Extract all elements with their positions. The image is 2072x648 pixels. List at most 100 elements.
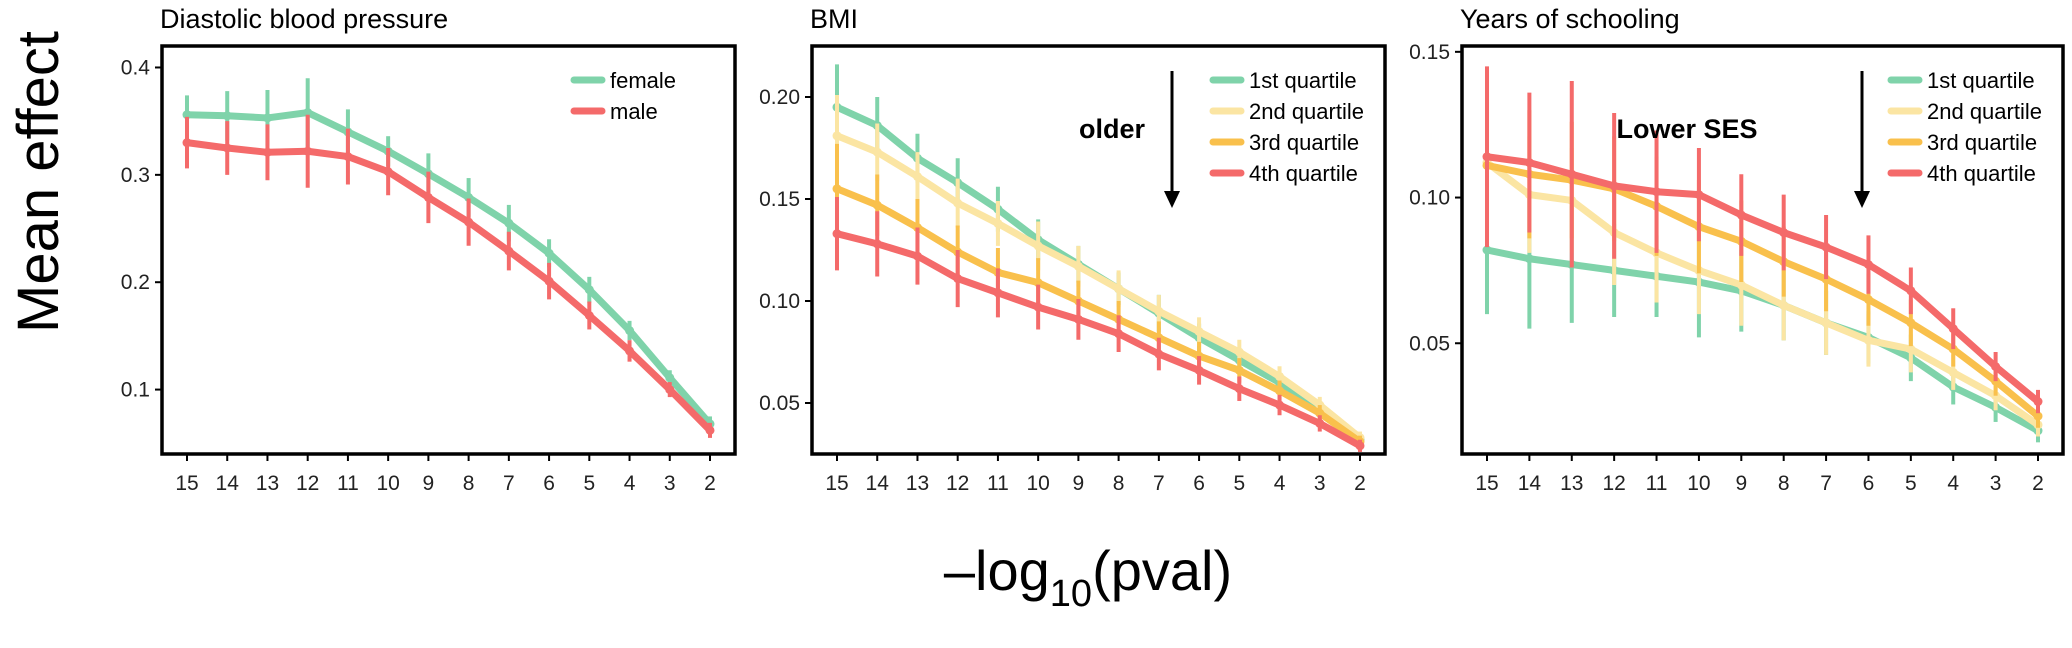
data-point (1355, 441, 1365, 451)
data-point (1194, 327, 1204, 337)
data-point (1073, 314, 1083, 324)
x-tick-label: 13 (1560, 472, 1583, 495)
data-point (1234, 347, 1244, 357)
data-point (584, 285, 594, 295)
x-tick-label: 2 (1354, 472, 1366, 495)
legend-label: 1st quartile (1249, 68, 1357, 93)
data-point (1652, 187, 1662, 197)
figure-xlabel: –log10(pval) (944, 539, 1232, 615)
chart-panel-3: Years of schooling 0.05 0.10 0.15 15 14 13 12 11… (1409, 4, 2065, 495)
x-tick-label: 4 (1947, 472, 1959, 495)
data-point (222, 111, 232, 121)
data-point (182, 110, 192, 120)
series-1 (182, 78, 715, 432)
x-tick-label: 11 (337, 472, 359, 495)
x-tick-label: 10 (1026, 472, 1049, 495)
data-point (625, 346, 635, 356)
data-point (1033, 241, 1043, 251)
data-point (665, 373, 675, 383)
data-point (1863, 295, 1873, 305)
data-point (1234, 365, 1244, 375)
x-tick-label: 5 (1233, 472, 1245, 495)
y-tick-label: 0.1 (121, 379, 150, 402)
x-tick-label: 7 (1153, 472, 1165, 495)
data-point (1275, 400, 1285, 410)
data-point (464, 217, 474, 227)
data-point (1114, 329, 1124, 339)
data-point (1033, 278, 1043, 288)
data-point (993, 218, 1003, 228)
annotation-text: Lower SES (1616, 114, 1757, 144)
x-tick-label: 2 (704, 472, 716, 495)
legend-label: 3rd quartile (1927, 130, 2037, 155)
x-tick-label: 15 (1475, 472, 1498, 495)
xlabel-tail: (pval) (1092, 539, 1232, 602)
y-tick-label: 0.05 (1409, 332, 1450, 355)
series-4 (832, 196, 1365, 452)
data-point (1482, 245, 1492, 255)
x-tick-label: 3 (664, 472, 676, 495)
annotation-arrow-head (1854, 191, 1870, 208)
x-tick-label: 9 (1073, 472, 1085, 495)
y-tick-label: 0.10 (759, 290, 800, 313)
data-point (1073, 261, 1083, 271)
plot-frame (810, 44, 1387, 456)
data-point (832, 184, 842, 194)
data-point (1779, 228, 1789, 238)
data-point (544, 248, 554, 258)
data-point (1779, 300, 1789, 310)
series-line (1483, 159, 2042, 429)
x-tick-label: 12 (296, 472, 319, 495)
x-tick-label: 10 (1687, 472, 1710, 495)
data-point (1567, 169, 1577, 179)
data-point (1948, 324, 1958, 334)
data-point (1736, 210, 1746, 220)
y-tick-label: 0.15 (1409, 41, 1450, 64)
series-line (833, 185, 1364, 446)
x-tick-label: 6 (543, 472, 555, 495)
data-point (953, 198, 963, 208)
data-point (1524, 158, 1534, 168)
plot-frame (160, 44, 737, 456)
x-tick-label: 9 (1735, 472, 1747, 495)
series-2 (182, 114, 715, 438)
x-tick-label: 6 (1863, 472, 1875, 495)
x-tick-label: 11 (1646, 472, 1668, 495)
legend-label: 1st quartile (1927, 68, 2035, 93)
data-point (303, 146, 313, 156)
data-point (665, 385, 675, 395)
x-tick-label: 6 (1193, 472, 1205, 495)
data-point (872, 239, 882, 249)
chart-title: Years of schooling (1460, 4, 1680, 34)
data-point (1863, 260, 1873, 270)
data-point (2033, 397, 2043, 407)
data-point (1694, 190, 1704, 200)
x-tick-label: 14 (216, 472, 240, 495)
x-tick-label: 3 (1990, 472, 2002, 495)
data-point (423, 192, 433, 202)
x-tick-label: 10 (376, 472, 399, 495)
series-3 (1482, 107, 2043, 428)
legend-label: 3rd quartile (1249, 130, 1359, 155)
data-point (343, 152, 353, 162)
series-3 (832, 143, 1365, 448)
data-point (1234, 384, 1244, 394)
data-point (1194, 365, 1204, 375)
y-tick-label: 0.4 (121, 56, 151, 79)
data-point (832, 229, 842, 239)
xlabel-main: –log (944, 539, 1050, 602)
chart-panel-2: BMI 0.05 0.10 0.15 0.20 15 14 13 12 11 10 9 8 7 6 5 4 3 2 o… (759, 4, 1387, 495)
data-point (1482, 152, 1492, 162)
x-tick-label: 15 (825, 472, 848, 495)
data-point (1948, 367, 1958, 377)
series-line (183, 109, 714, 428)
data-point (912, 172, 922, 182)
data-point (584, 310, 594, 320)
x-tick-label: 14 (1518, 472, 1542, 495)
data-point (2033, 411, 2043, 421)
data-point (705, 425, 715, 435)
series-line (183, 139, 714, 434)
x-tick-label: 4 (1274, 472, 1286, 495)
data-point (544, 276, 554, 286)
chart-title: Diastolic blood pressure (160, 4, 448, 34)
